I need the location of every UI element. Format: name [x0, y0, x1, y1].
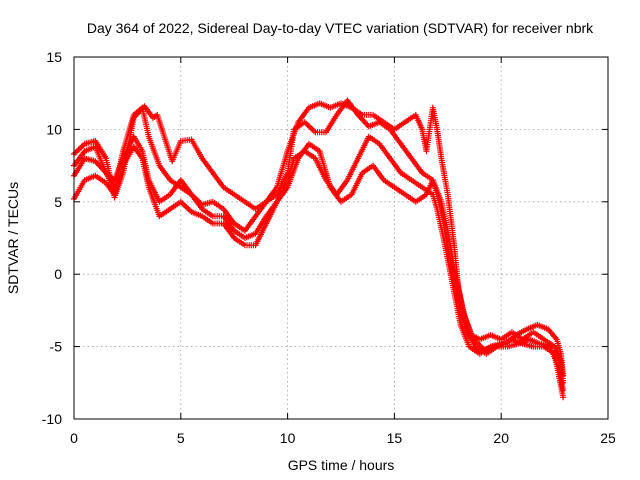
x-tick-label: 5	[177, 430, 185, 446]
data-point	[560, 394, 567, 401]
x-tick-label: 20	[493, 430, 509, 446]
series-track-2	[71, 97, 567, 386]
y-axis-label: SDTVAR / TECUs	[5, 182, 21, 294]
plot-frame	[73, 56, 609, 420]
x-tick-label: 0	[70, 430, 78, 446]
x-tick-label: 15	[387, 430, 403, 446]
chart-title: Day 364 of 2022, Sidereal Day-to-day VTE…	[87, 20, 594, 36]
x-tick-label: 10	[280, 430, 296, 446]
y-tick-label: -10	[42, 411, 62, 427]
y-tick-label: 10	[46, 121, 62, 137]
series-track-4	[71, 140, 567, 394]
y-tick-label: 0	[54, 266, 62, 282]
x-axis-label: GPS time / hours	[288, 457, 395, 473]
x-tick-label: 25	[600, 430, 616, 446]
data-point	[560, 387, 567, 394]
y-tick-label: -5	[50, 339, 63, 355]
axis-ticks: 0 5 10 15 20 25 -10 -5 0 5 10 15	[42, 49, 616, 446]
data-marks	[71, 97, 567, 401]
y-tick-label: 15	[46, 49, 62, 65]
y-tick-label: 5	[54, 194, 62, 210]
